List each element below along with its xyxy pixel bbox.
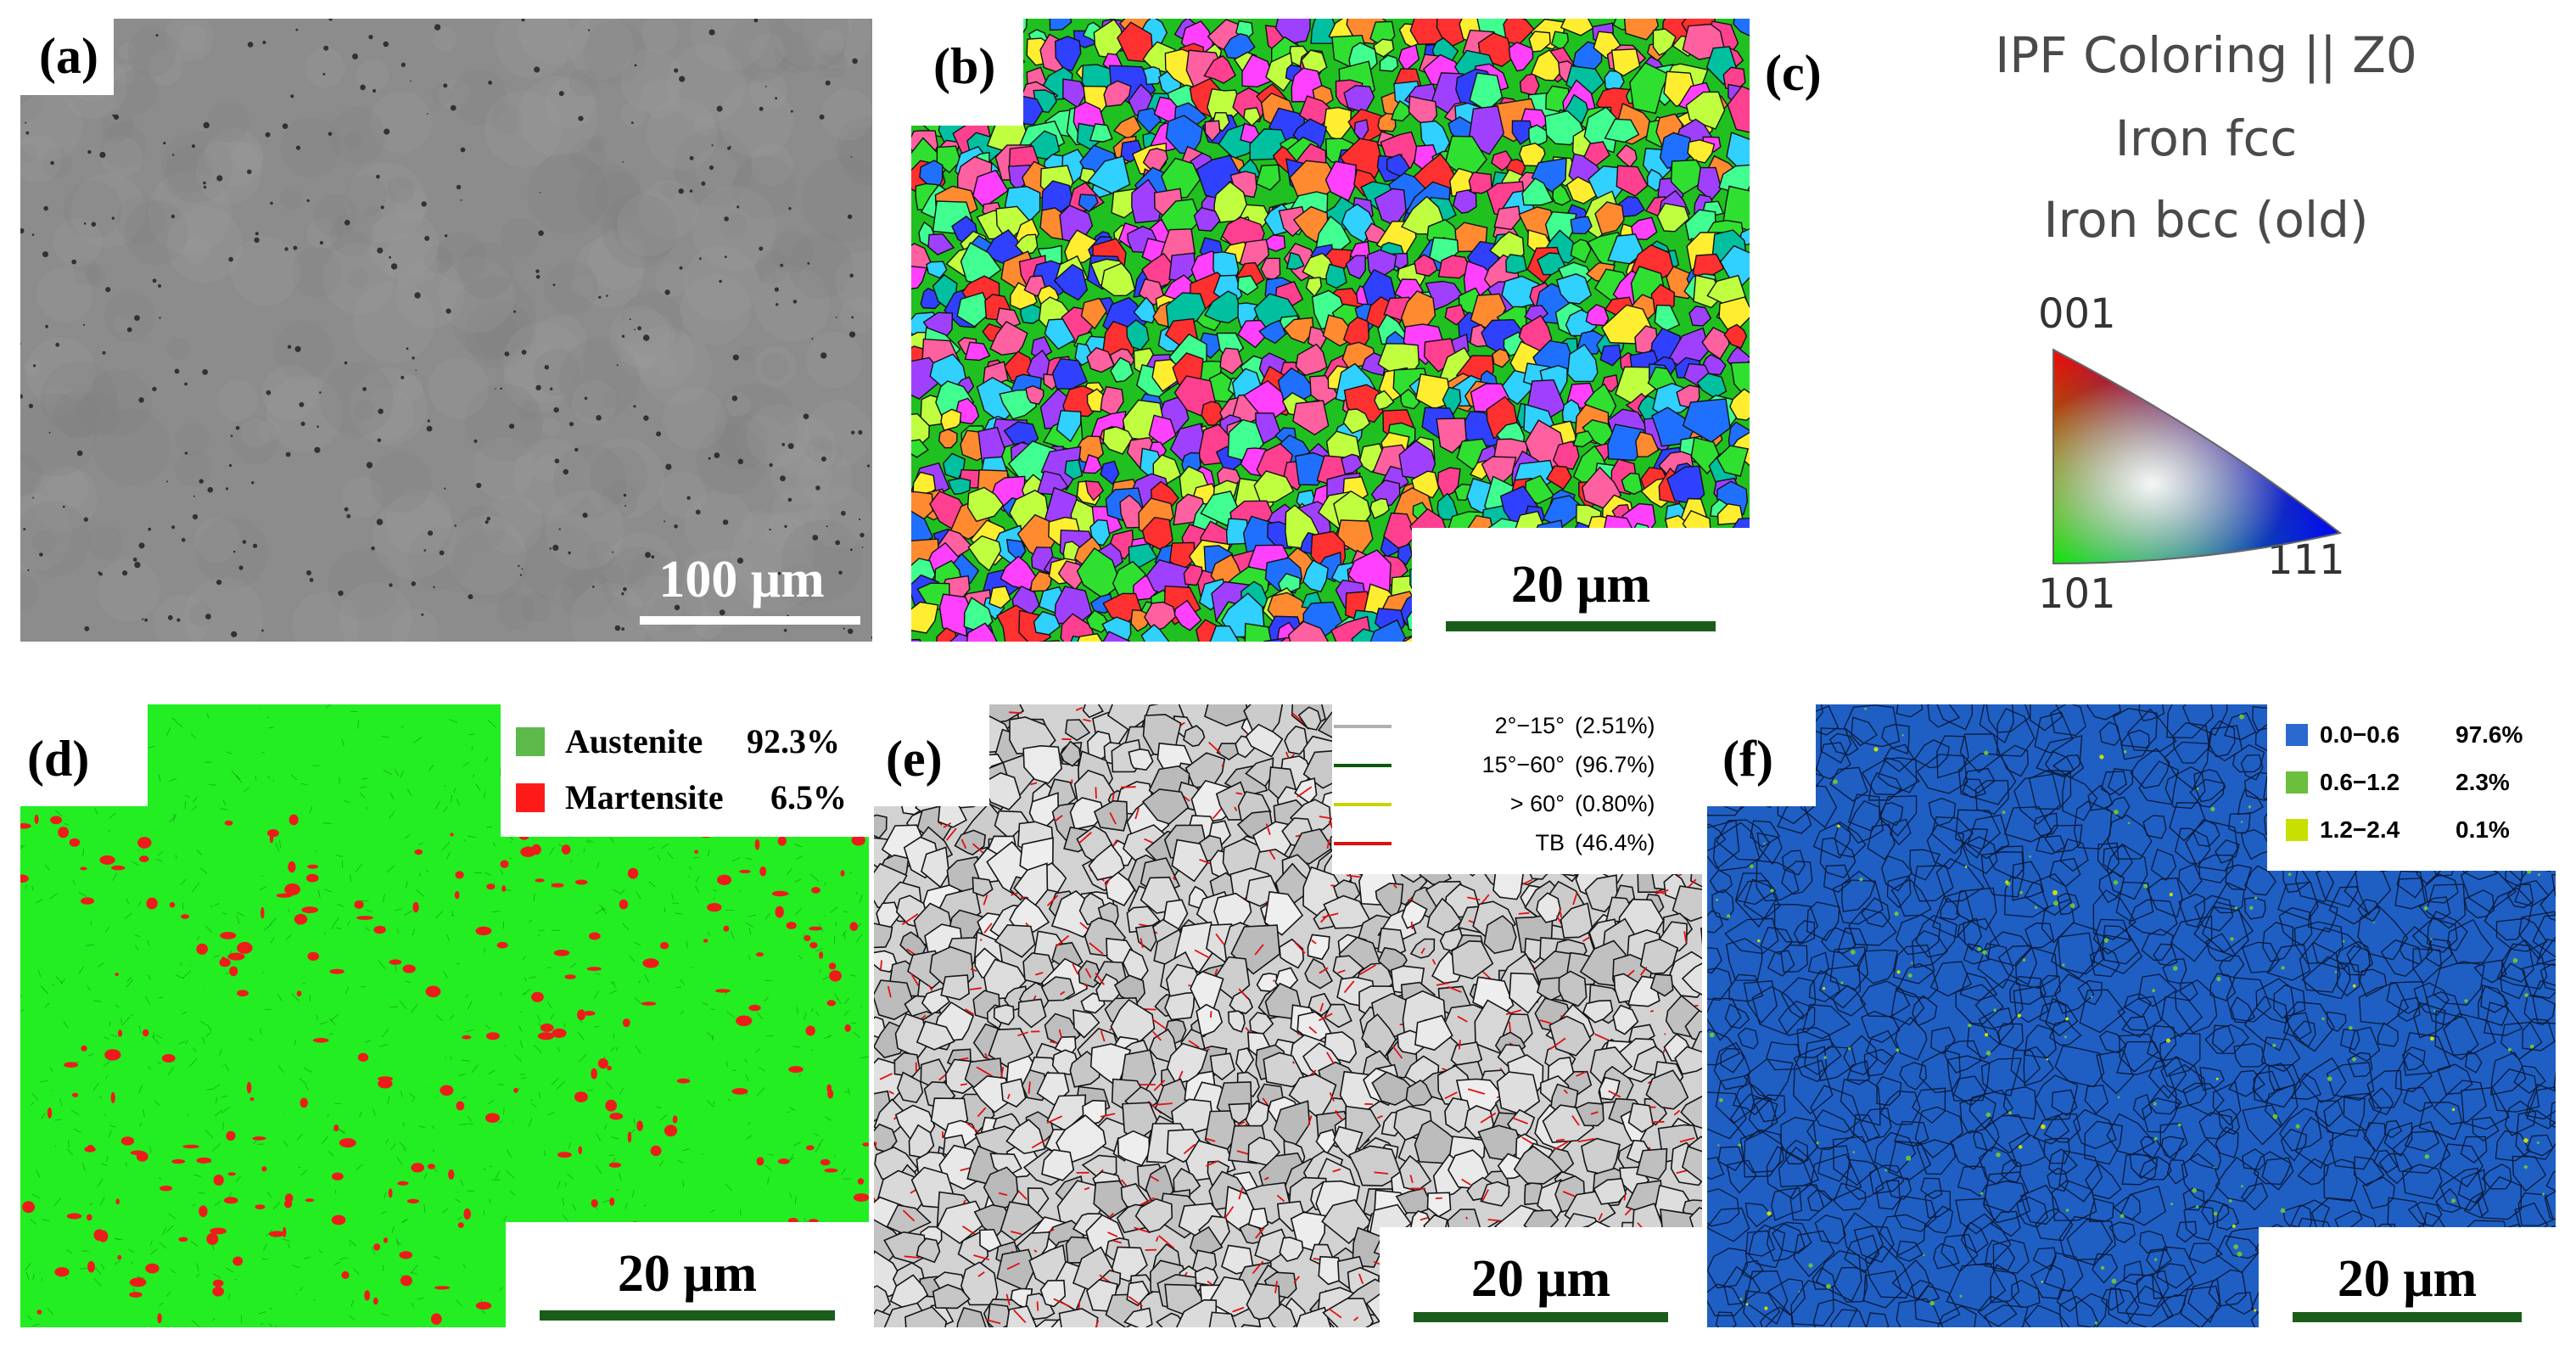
kam-percent-3: 0.1% [2456,816,2510,843]
panel-label-f: (f) [1707,704,1816,806]
kam-swatch-1 [2286,724,2308,746]
phase-legend: Austenite 92.3% Martensite 6.5% [501,704,869,837]
austenite-label: Austenite [565,722,703,760]
kam-legend: 0.0−0.6 97.6% 0.6−1.2 2.3% 1.2−2.4 0.1% [2267,704,2556,871]
phase-legend-martensite: Martensite [516,777,724,817]
martensite-label: Martensite [565,778,724,816]
boundary-legend-high-angle: 15°−60° (96.7%) [1334,752,1655,778]
scale-bar-f-text: 20 μm [2337,1250,2478,1308]
ipf-color-triangle [2052,348,2343,565]
over-60-percent: (0.80%) [1575,791,1655,816]
scale-bar-d-line [540,1310,835,1321]
kam-legend-row-1: 0.0−0.6 97.6% [2286,721,2523,749]
ipf-title-line-2: Iron fcc [2114,109,2298,167]
scale-bar-b-text: 20 μm [1510,556,1651,614]
boundary-legend-twin: TB (46.4%) [1334,830,1655,856]
low-angle-percent: (2.51%) [1575,713,1655,738]
boundary-legend: 2°−15° (2.51%) 15°−60° (96.7%) > 60° (0.… [1332,704,1702,874]
twin-percent: (46.4%) [1575,830,1655,855]
ipf-corner-101: 101 [2038,570,2116,618]
panel-label-a: (a) [20,19,114,95]
boundary-legend-over-60: > 60° (0.80%) [1334,791,1655,817]
kam-swatch-2 [2286,771,2308,794]
panel-label-c: (c) [1765,45,1822,101]
twin-line-swatch [1334,841,1392,845]
kam-percent-1: 97.6% [2456,721,2523,748]
scale-bar-f: 20 μm [2259,1227,2556,1327]
scale-bar-e-line [1414,1312,1668,1322]
phase-legend-austenite: Austenite [516,721,703,761]
kam-range-3: 1.2−2.4 [2320,816,2400,843]
ipf-corner-001: 001 [2038,290,2116,338]
panel-b-ipf-map: (b) 20 μm [911,19,1750,642]
kam-legend-row-2: 0.6−1.2 2.3% [2286,769,2510,796]
panel-d-phase-map: (d) Austenite 92.3% Martensite 6.5% 20 μ… [20,704,869,1327]
boundary-legend-low-angle: 2°−15° (2.51%) [1334,713,1655,739]
scale-bar-f-line [2293,1312,2522,1322]
scale-bar-a-line [640,616,860,625]
kam-percent-2: 2.3% [2456,769,2510,795]
ipf-title-line-3: Iron bcc (old) [2043,191,2369,249]
panel-a-sem-image: (a) 100 μm [20,19,872,642]
high-angle-range: 15°−60° [1481,752,1565,777]
scale-bar-e-text: 20 μm [1470,1250,1611,1308]
martensite-percent: 6.5% [770,778,847,816]
panel-c-ipf-legend: (c) IPF Coloring || Z0 Iron fcc Iron bcc… [1765,19,2562,642]
high-angle-percent: (96.7%) [1575,752,1655,777]
over-60-range: > 60° [1509,791,1565,816]
panel-f-kam-map: (f) 0.0−0.6 97.6% 0.6−1.2 2.3% 1.2−2.4 0… [1707,704,2556,1327]
panel-label-b: (b) [911,19,1023,93]
over-60-line-swatch [1334,802,1392,806]
scale-bar-b: 20 μm [1412,528,1750,642]
sem-micrograph [20,19,872,642]
kam-swatch-3 [2286,819,2308,841]
kam-legend-row-3: 1.2−2.4 0.1% [2286,816,2510,844]
high-angle-line-swatch [1334,763,1392,767]
scale-bar-a-text: 100 μm [658,551,825,609]
martensite-swatch [516,782,545,812]
ipf-orientation-map [911,19,1750,642]
scale-bar-b-line [1446,621,1716,631]
austenite-percent: 92.3% [747,722,840,760]
scale-bar-a: 100 μm [623,553,860,630]
low-angle-line-swatch [1334,724,1392,728]
ipf-title-line-1: IPF Coloring || Z0 [1995,26,2417,84]
scale-bar-e: 20 μm [1380,1227,1702,1327]
panel-label-d: (d) [20,704,148,806]
scale-bar-d-text: 20 μm [617,1245,758,1303]
kam-range-1: 0.0−0.6 [2320,721,2400,748]
kam-range-2: 0.6−1.2 [2320,769,2400,795]
panel-label-e: (e) [874,704,989,806]
scale-bar-d: 20 μm [506,1222,869,1327]
twin-range: TB [1535,830,1565,855]
austenite-swatch [516,726,545,756]
low-angle-range: 2°−15° [1494,713,1565,738]
panel-e-boundary-map: (e) 2°−15° (2.51%) 15°−60° (96.7%) > 60°… [874,704,1702,1327]
